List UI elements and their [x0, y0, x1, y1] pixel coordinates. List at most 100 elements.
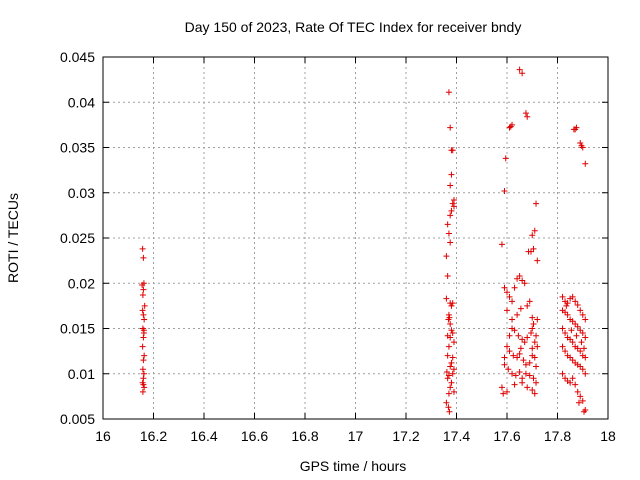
x-tick-labels: 16 16.2 16.4 16.6 16.8 17 17.2 17.4 17.6 17.8 18: [95, 428, 616, 444]
data-point: [450, 366, 457, 373]
data-point: [449, 354, 456, 361]
data-point: [445, 230, 452, 237]
data-point: [559, 370, 566, 377]
data-point: [522, 370, 529, 377]
data-point: [531, 390, 538, 397]
data-point: [444, 352, 451, 359]
data-point: [530, 245, 537, 252]
data-point: [579, 311, 586, 318]
y-tick-label: 0.01: [68, 366, 95, 382]
x-tick-label: 17.2: [392, 428, 419, 444]
x-tick-label: 16.8: [291, 428, 318, 444]
data-point: [517, 305, 524, 312]
data-point: [572, 298, 579, 305]
data-point: [559, 325, 566, 332]
data-point: [140, 286, 147, 293]
data-point: [579, 366, 586, 373]
data-point: [569, 339, 576, 346]
data-point: [444, 221, 451, 228]
x-tick-label: 17.8: [544, 428, 571, 444]
data-point: [445, 311, 452, 318]
data-point: [526, 359, 533, 366]
data-point: [533, 332, 540, 339]
data-point: [515, 332, 522, 339]
data-point: [569, 357, 576, 364]
data-point: [581, 345, 588, 352]
data-point: [567, 354, 574, 361]
data-point: [140, 311, 147, 318]
data-point: [521, 339, 528, 346]
data-point: [577, 393, 584, 400]
data-point: [450, 203, 457, 210]
data-point: [562, 375, 569, 382]
data-point: [449, 370, 456, 377]
data-point: [445, 390, 452, 397]
data-point: [525, 248, 532, 255]
data-point: [447, 239, 454, 246]
data-point: [575, 399, 582, 406]
data-point: [445, 343, 452, 350]
data-point: [579, 144, 586, 151]
data-point: [446, 408, 453, 415]
data-point: [574, 323, 581, 330]
x-tick-label: 17.4: [443, 428, 470, 444]
data-point: [569, 318, 576, 325]
data-point: [140, 327, 147, 334]
data-point: [531, 354, 538, 361]
data-point: [450, 388, 457, 395]
data-point: [570, 126, 577, 133]
data-point: [448, 171, 455, 178]
data-point: [582, 370, 589, 377]
data-point: [574, 388, 581, 395]
y-tick-labels: 0.005 0.01 0.015 0.02 0.025 0.03 0.035 0.04 0.04…: [60, 49, 95, 427]
data-point: [534, 316, 541, 323]
y-tick-label: 0.04: [68, 94, 95, 110]
data-point: [559, 343, 566, 350]
data-point: [447, 182, 454, 189]
data-point: [577, 363, 584, 370]
data-point: [450, 196, 457, 203]
data-point: [519, 70, 526, 77]
data-point: [582, 354, 589, 361]
data-point: [564, 311, 571, 318]
data-point: [517, 345, 524, 352]
y-tick-label: 0.02: [68, 275, 95, 291]
data-point: [139, 343, 146, 350]
data-point: [519, 379, 526, 386]
data-point: [562, 330, 569, 337]
data-point: [505, 366, 512, 373]
data-point: [562, 348, 569, 355]
data-point: [574, 301, 581, 308]
data-point: [448, 302, 455, 309]
data-point: [514, 354, 521, 361]
data-point: [511, 327, 518, 334]
data-point: [139, 245, 146, 252]
data-point: [514, 311, 521, 318]
data-point: [501, 187, 508, 194]
x-tick-label: 16.2: [140, 428, 167, 444]
data-point: [524, 302, 531, 309]
data-point: [447, 363, 454, 370]
data-point: [567, 336, 574, 343]
data-point: [519, 277, 526, 284]
data-point: [509, 316, 516, 323]
data-point: [504, 307, 510, 314]
data-point: [140, 381, 147, 388]
data-point: [569, 375, 576, 382]
data-point: [444, 375, 451, 382]
data-point: [522, 110, 529, 117]
data-point: [529, 325, 536, 332]
data-point: [582, 316, 589, 323]
data-point: [577, 348, 584, 355]
data-point: [533, 200, 540, 207]
data-point: [520, 357, 527, 364]
data-point: [529, 345, 536, 352]
data-point: [141, 302, 148, 309]
data-point: [568, 327, 575, 334]
data-point: [140, 370, 147, 377]
data-point: [574, 345, 581, 352]
data-point: [501, 284, 508, 291]
data-point: [445, 372, 452, 379]
x-axis-label: GPS time / hours: [300, 458, 407, 474]
